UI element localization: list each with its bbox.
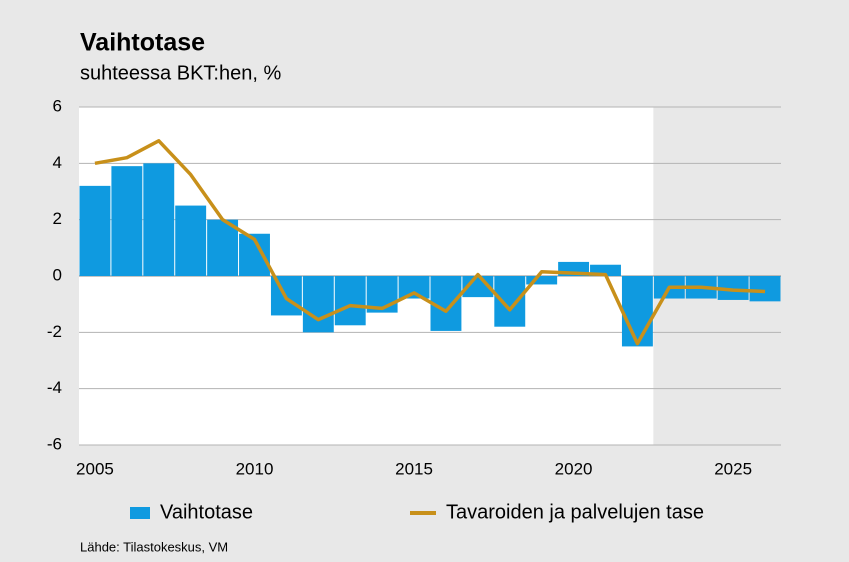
y-tick-label: -2: [47, 322, 62, 341]
y-tick-label: 4: [53, 153, 62, 172]
chart-subtitle: suhteessa BKT:hen, %: [80, 62, 281, 84]
bar: [717, 276, 749, 300]
y-tick-label: 6: [53, 96, 62, 115]
x-tick-label: 2015: [395, 459, 433, 478]
legend-label: Tavaroiden ja palvelujen tase: [446, 501, 704, 523]
x-tick-label: 2025: [714, 459, 752, 478]
x-tick-label: 2010: [236, 459, 274, 478]
bar: [111, 166, 143, 276]
legend-swatch: [130, 507, 150, 519]
bar: [175, 205, 207, 276]
line: [94, 139, 766, 346]
x-tick-label: 2005: [76, 459, 114, 478]
bar: [302, 276, 334, 333]
bar: [79, 185, 111, 276]
y-tick-label: 0: [53, 265, 62, 284]
chart-title: Vaihtotase: [80, 29, 205, 57]
bar: [334, 276, 366, 326]
bar: [398, 276, 430, 299]
bar: [526, 276, 558, 285]
bar: [494, 276, 526, 327]
bar: [590, 264, 621, 276]
y-tick-label: -4: [47, 378, 62, 397]
bar: [207, 219, 239, 276]
source: Lähde: Tilastokeskus, VM: [80, 539, 228, 554]
bar: [621, 276, 653, 347]
legend-label: Vaihtotase: [160, 501, 253, 523]
y-tick-label: 2: [53, 209, 62, 228]
x-tick-label: 2020: [555, 459, 593, 478]
bar: [143, 163, 175, 276]
bar: [749, 276, 781, 302]
y-tick-label: -6: [47, 434, 62, 453]
